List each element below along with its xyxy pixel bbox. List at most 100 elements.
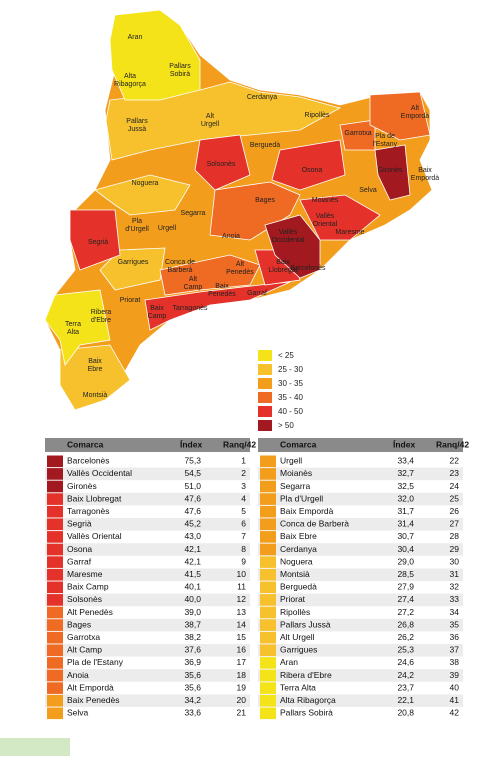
- legend-swatch: [258, 406, 272, 417]
- row-bg: [258, 593, 463, 607]
- cell-name: Bages: [67, 619, 91, 629]
- region: [69, 209, 121, 271]
- map-label: Berguedà: [250, 142, 280, 149]
- map-label: Ribagorça: [114, 81, 146, 88]
- cell-name: Pla de l'Estany: [67, 657, 124, 667]
- cell-rank: 25: [450, 493, 460, 503]
- row-swatch: [47, 531, 63, 543]
- cell-rank: 20: [237, 695, 247, 705]
- row-bg: [258, 543, 463, 556]
- map-label: Garrotxa: [344, 130, 371, 137]
- cell-index: 33,6: [184, 708, 201, 718]
- row-bg: [258, 694, 463, 707]
- cell-rank: 40: [450, 682, 460, 692]
- row-bg: [45, 618, 250, 632]
- row-swatch: [47, 644, 63, 657]
- cell-name: Baix Penedès: [67, 695, 119, 705]
- legend-swatch: [258, 392, 272, 403]
- row-swatch: [47, 518, 63, 531]
- cell-index: 32,7: [397, 468, 414, 478]
- cell-name: Alt Empordà: [67, 682, 114, 692]
- cell-name: Pallars Sobirà: [280, 708, 333, 718]
- map-label: Pallars: [169, 63, 191, 70]
- table-header: Comarca: [67, 439, 104, 449]
- footer-tab: [0, 738, 70, 756]
- legend-label: 30 - 35: [278, 379, 303, 388]
- row-swatch: [260, 518, 276, 531]
- cell-rank: 27: [450, 519, 460, 529]
- cell-index: 39,0: [184, 607, 201, 617]
- map-label: Baix: [276, 259, 290, 266]
- cell-rank: 3: [241, 481, 246, 491]
- map-label: Anoia: [222, 233, 240, 240]
- row-bg: [45, 543, 250, 556]
- cell-index: 37,6: [184, 645, 201, 655]
- map-label: Terra: [65, 321, 81, 328]
- legend-label: < 25: [278, 351, 294, 360]
- row-swatch: [260, 619, 276, 631]
- cell-name: Conca de Barberà: [280, 519, 349, 529]
- cell-index: 34,2: [184, 695, 201, 705]
- cell-rank: 10: [237, 569, 247, 579]
- cell-index: 40,0: [184, 594, 201, 604]
- cell-rank: 34: [450, 607, 460, 617]
- cell-rank: 16: [237, 645, 247, 655]
- cell-name: Noguera: [280, 556, 313, 566]
- map-label: Penedès: [226, 269, 254, 276]
- cell-name: Alt Urgell: [280, 632, 315, 642]
- cell-rank: 39: [450, 670, 460, 680]
- map-label: Pla: [132, 218, 142, 225]
- cell-rank: 28: [450, 531, 460, 541]
- map-label: Cerdanya: [247, 94, 277, 101]
- map-label: Vallès: [316, 213, 335, 220]
- region: [94, 174, 191, 216]
- table-header: Ranq/42: [223, 439, 256, 449]
- cell-index: 31,4: [397, 519, 414, 529]
- cell-rank: 42: [450, 708, 460, 718]
- cell-rank: 33: [450, 594, 460, 604]
- map-label: Osona: [302, 167, 323, 174]
- map-label: Pla de: [375, 133, 395, 140]
- map-label: Alta: [124, 73, 136, 80]
- cell-name: Segarra: [280, 481, 311, 491]
- map-label: Ribera: [91, 309, 112, 316]
- cell-rank: 5: [241, 506, 246, 516]
- cell-index: 22,1: [397, 695, 414, 705]
- row-swatch: [47, 669, 63, 682]
- cell-name: Ripollès: [280, 607, 310, 617]
- cell-rank: 6: [241, 519, 246, 529]
- cell-rank: 2: [241, 468, 246, 478]
- row-swatch: [260, 493, 276, 505]
- cell-index: 35,6: [184, 670, 201, 680]
- table-header: Ranq/42: [436, 439, 469, 449]
- cell-index: 26,2: [397, 632, 414, 642]
- cell-index: 25,3: [397, 645, 414, 655]
- row-bg: [258, 518, 463, 531]
- row-swatch: [260, 606, 276, 619]
- cell-name: Alt Camp: [67, 645, 102, 655]
- row-swatch: [47, 493, 63, 505]
- row-bg: [45, 593, 250, 607]
- cell-name: Pla d'Urgell: [280, 493, 323, 503]
- cell-rank: 8: [241, 544, 246, 554]
- cell-name: Terra Alta: [280, 682, 316, 692]
- row-swatch: [260, 694, 276, 707]
- map-label: Priorat: [120, 297, 141, 304]
- map-labels: AranAltaRibagorçaPallarsSobiràCerdanyaRi…: [65, 34, 439, 399]
- cell-index: 47,6: [184, 506, 201, 516]
- map-label: Camp: [184, 284, 203, 291]
- map-label: Aran: [128, 34, 143, 41]
- cell-name: Osona: [67, 544, 92, 554]
- map-label: Vallès: [279, 229, 298, 236]
- region: [99, 247, 166, 291]
- map-label: Jussà: [128, 126, 146, 133]
- cell-rank: 7: [241, 531, 246, 541]
- cell-name: Cerdanya: [280, 544, 317, 554]
- cell-rank: 14: [237, 619, 247, 629]
- row-swatch: [260, 581, 276, 594]
- cell-name: Aran: [280, 657, 298, 667]
- cell-rank: 13: [237, 607, 247, 617]
- cell-rank: 9: [241, 556, 246, 566]
- cell-index: 31,7: [397, 506, 414, 516]
- map-label: Alt: [411, 105, 419, 112]
